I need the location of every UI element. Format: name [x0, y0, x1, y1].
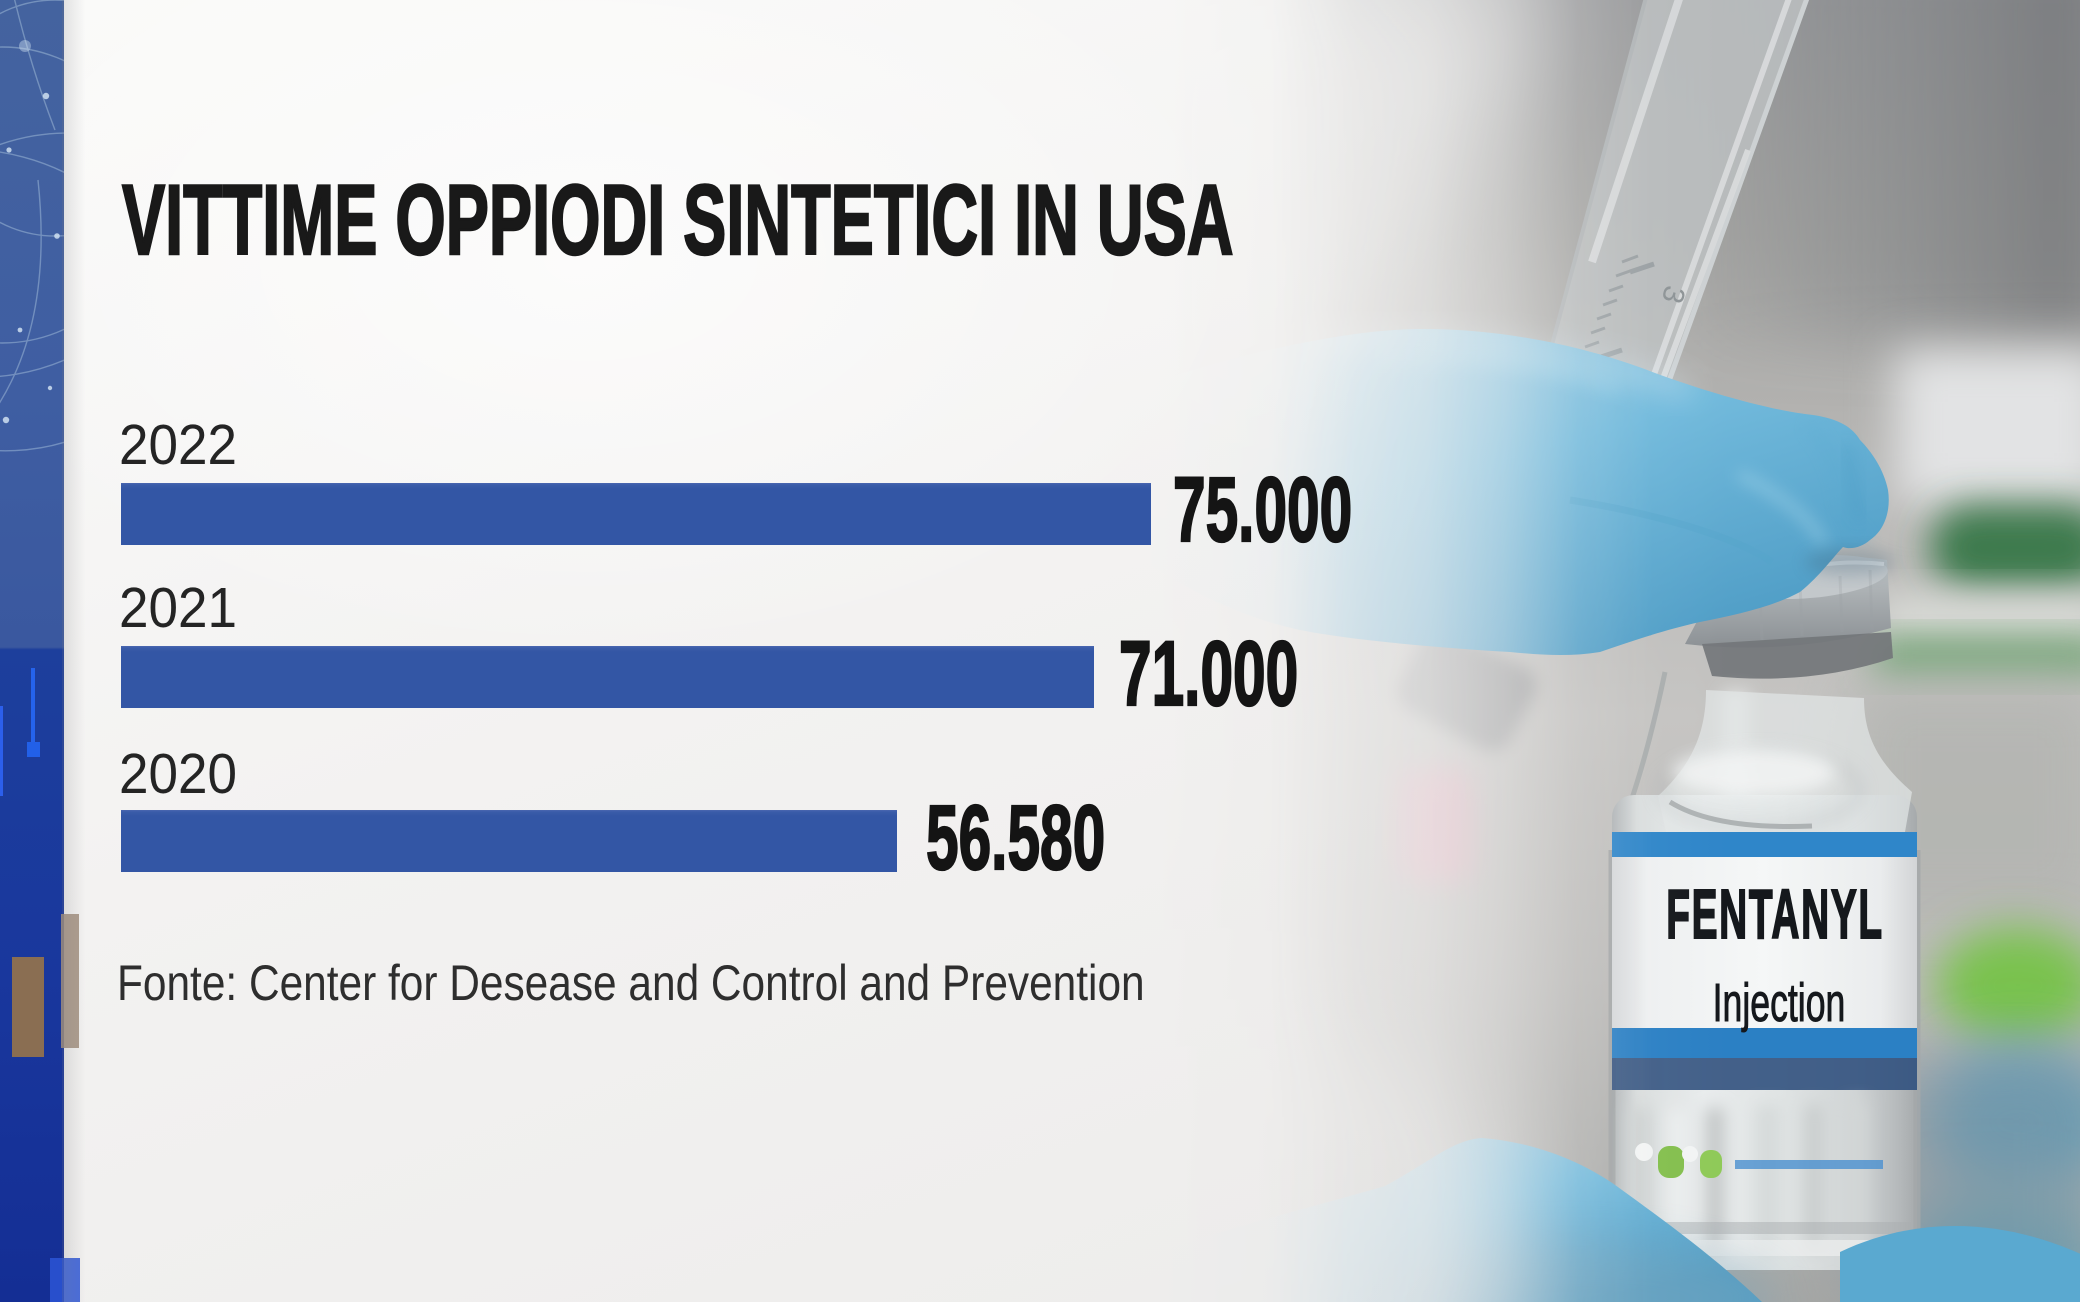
svg-text:FENTANYL: FENTANYL	[1666, 875, 1884, 953]
svg-text:Injection: Injection	[1713, 973, 1846, 1033]
